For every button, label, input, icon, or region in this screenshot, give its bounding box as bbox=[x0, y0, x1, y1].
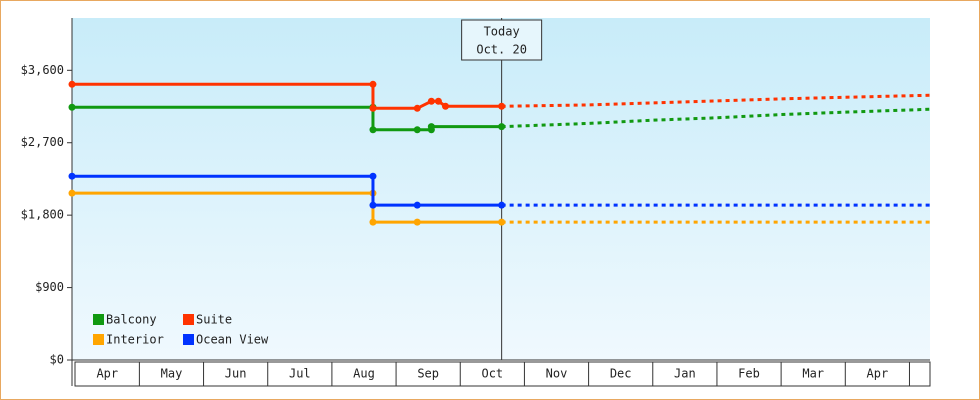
y-tick-label: $0 bbox=[50, 353, 64, 367]
x-tick-label: Aug bbox=[353, 367, 375, 381]
x-tick-label: Jan bbox=[674, 367, 696, 381]
x-tick-label: Feb bbox=[738, 367, 760, 381]
x-tick-label: Sep bbox=[417, 367, 439, 381]
point bbox=[413, 218, 421, 226]
plot-area bbox=[72, 18, 930, 360]
point bbox=[413, 126, 421, 134]
point bbox=[68, 103, 76, 111]
point bbox=[434, 97, 442, 105]
y-tick-label: $3,600 bbox=[21, 63, 64, 77]
point bbox=[427, 97, 435, 105]
x-tick-label: Oct bbox=[481, 367, 503, 381]
x-tick-label: Jun bbox=[225, 367, 247, 381]
point bbox=[369, 201, 377, 209]
point bbox=[413, 104, 421, 112]
x-tick-label: Nov bbox=[546, 367, 568, 381]
legend-swatch bbox=[183, 334, 194, 345]
point bbox=[498, 201, 506, 209]
x-axis-band bbox=[74, 361, 931, 387]
y-tick-label: $900 bbox=[35, 280, 64, 294]
point bbox=[427, 123, 435, 131]
x-tick-label: Apr bbox=[867, 367, 889, 381]
legend-swatch bbox=[183, 314, 194, 325]
y-tick-label: $1,800 bbox=[21, 208, 64, 222]
legend-swatch bbox=[93, 314, 104, 325]
x-tick-label: May bbox=[161, 367, 183, 381]
legend-swatch bbox=[93, 334, 104, 345]
legend-label: Balcony bbox=[106, 313, 157, 327]
legend-label: Suite bbox=[196, 313, 232, 327]
point bbox=[68, 172, 76, 180]
point bbox=[369, 80, 377, 88]
legend-label: Ocean View bbox=[196, 333, 269, 347]
x-tick-label: Dec bbox=[610, 367, 632, 381]
point bbox=[498, 218, 506, 226]
point bbox=[68, 189, 76, 197]
x-tick-label: Jul bbox=[289, 367, 311, 381]
today-label: Oct. 20 bbox=[476, 43, 527, 57]
today-box bbox=[461, 19, 543, 61]
point bbox=[441, 102, 449, 110]
today-label: Today bbox=[484, 25, 520, 39]
point bbox=[413, 201, 421, 209]
point bbox=[369, 126, 377, 134]
point bbox=[498, 102, 506, 110]
point bbox=[369, 104, 377, 112]
point bbox=[68, 80, 76, 88]
y-tick-label: $2,700 bbox=[21, 135, 64, 149]
point bbox=[369, 218, 377, 226]
point bbox=[498, 123, 506, 131]
legend-label: Interior bbox=[106, 333, 164, 347]
x-tick-label: Mar bbox=[802, 367, 824, 381]
point bbox=[369, 172, 377, 180]
x-tick-label: Apr bbox=[96, 367, 118, 381]
